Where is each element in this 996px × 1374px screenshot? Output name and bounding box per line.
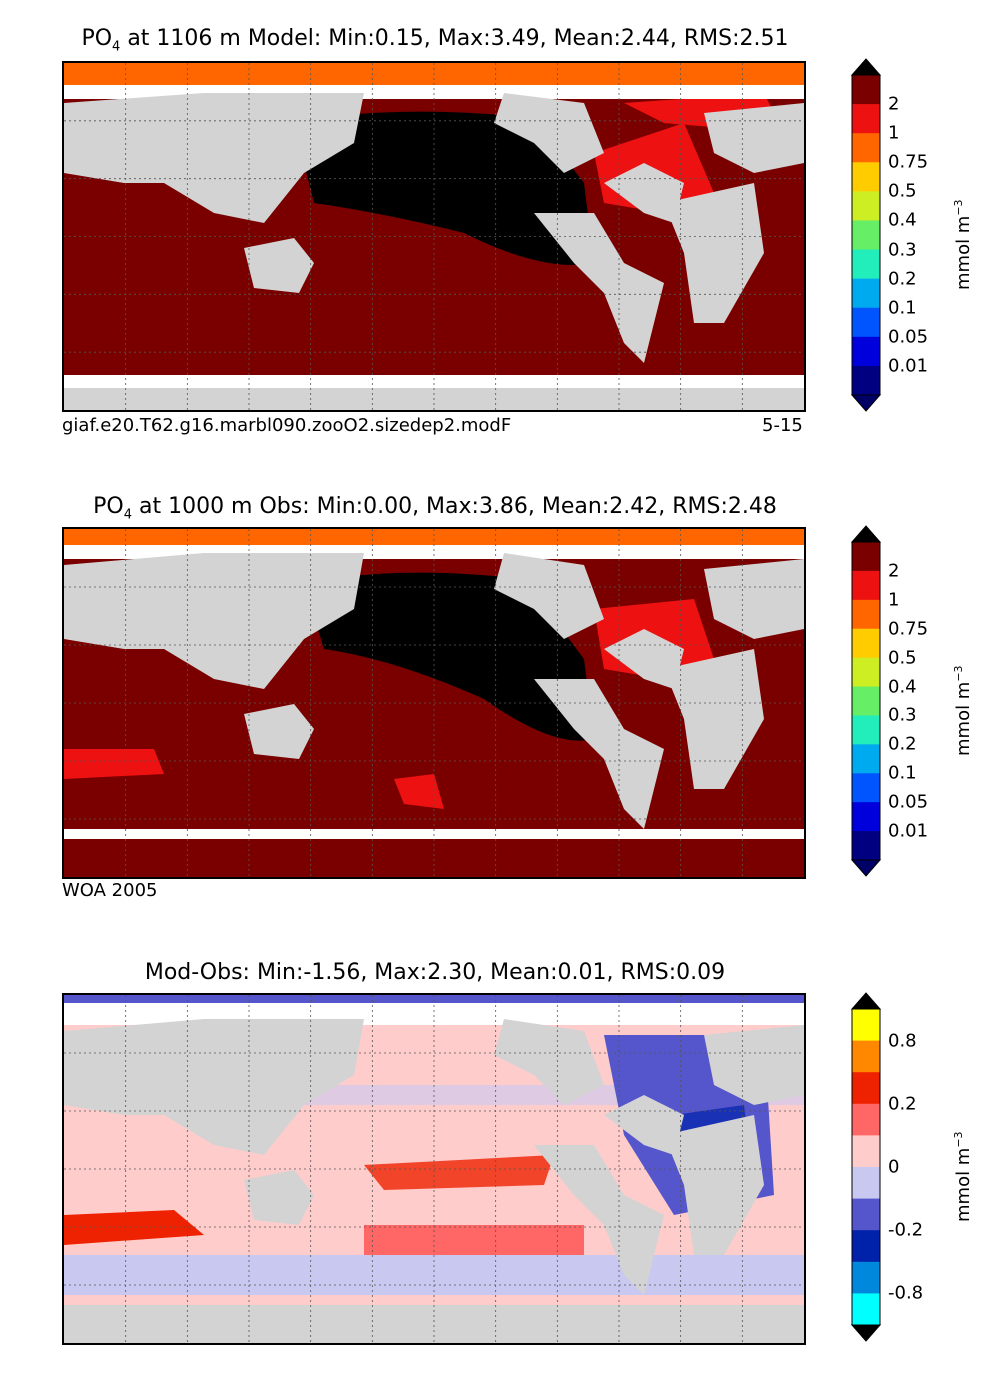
map-svg (64, 529, 804, 877)
colorbar-frame (851, 541, 881, 861)
chart-title: PO4 at 1000 m Obs: Min:0.00, Max:3.86, M… (93, 494, 777, 523)
colorbar-swatch (852, 249, 880, 280)
colorbar-svg (850, 58, 882, 412)
colorbar-swatch (852, 570, 880, 601)
colorbar-swatch (852, 1072, 880, 1105)
colorbar-svg (850, 525, 882, 877)
panel-obs: PO4 at 1000 m Obs: Min:0.00, Max:3.86, M… (62, 494, 974, 901)
colorbar-swatch (852, 278, 880, 309)
colorbar-swatch (852, 1198, 880, 1231)
colorbar-swatch (852, 365, 880, 396)
colorbar-swatch (852, 686, 880, 716)
map-svg (64, 63, 804, 410)
colorbar-tick-label: 0.8 (888, 1030, 917, 1052)
colorbar-frame (851, 1008, 881, 1326)
colorbar-frame (851, 74, 881, 396)
colorbar-swatch (852, 599, 880, 630)
colorbar-swatch (852, 1103, 880, 1136)
colorbar-swatch (852, 1230, 880, 1263)
colorbar (850, 992, 882, 1342)
colorbar-tick-label: 0 (888, 1156, 900, 1178)
colorbar-swatch (852, 162, 880, 192)
colorbar-tick-label: 0.2 (888, 268, 917, 290)
map-plot (62, 527, 806, 879)
colorbar-swatch (852, 1040, 880, 1073)
map-plot (62, 61, 806, 412)
colorbar-swatch (852, 1009, 880, 1042)
colorbar-tick-label: 0.75 (888, 151, 929, 173)
colorbar-swatch (852, 191, 880, 221)
colorbar-tick-label: 2 (888, 93, 900, 115)
colorbar-swatch (852, 307, 880, 338)
colorbar-swatch (852, 1135, 880, 1168)
colorbar-swatch (852, 744, 880, 774)
chart-title: PO4 at 1106 m Model: Min:0.15, Max:3.49,… (81, 26, 789, 55)
colorbar-tick-label: 0.2 (888, 1093, 917, 1115)
colorbar (850, 58, 882, 412)
colorbar-tick-label: 0.1 (888, 762, 917, 784)
colorbar-tick-label: 0.05 (888, 326, 929, 348)
chart-title: Mod-Obs: Min:-1.56, Max:2.30, Mean:0.01,… (144, 960, 726, 985)
colorbar-swatch (852, 220, 880, 251)
dataset-name: WOA 2005 (62, 880, 158, 901)
colorbar-swatch (852, 75, 880, 105)
colorbar-swatch (852, 1167, 880, 1200)
colorbar-over-arrow (850, 992, 882, 1010)
year-range: 5-15 (762, 415, 803, 436)
colorbar-tick-label: 0.5 (888, 647, 917, 669)
colorbar-swatch (852, 715, 880, 745)
colorbar-tick-label: 0.01 (888, 355, 929, 377)
colorbar-swatch (852, 104, 880, 134)
colorbar-tick-label: 0.3 (888, 239, 917, 261)
colorbar-tick-label: 0.2 (888, 733, 917, 755)
colorbar-swatch (852, 831, 880, 861)
colorbar-swatch (852, 1293, 880, 1326)
colorbar-tick-label: 0.4 (888, 209, 917, 231)
colorbar-tick-label: 0.1 (888, 297, 917, 319)
colorbar-tick-label: 0.5 (888, 180, 917, 202)
colorbar-tick-label: 0.05 (888, 791, 929, 813)
colorbar-under-arrow (850, 1324, 882, 1342)
colorbar-swatch (852, 628, 880, 659)
colorbar-tick-label: 0.01 (888, 820, 929, 842)
colorbar-tick-label: -0.8 (888, 1282, 924, 1304)
colorbar-swatch (852, 336, 880, 367)
colorbar-swatch (852, 542, 880, 572)
colorbar-swatch (852, 773, 880, 803)
colorbar-swatch (852, 657, 880, 688)
panel-model: PO4 at 1106 m Model: Min:0.15, Max:3.49,… (0, 0, 996, 450)
colorbar-tick-label: 0.3 (888, 704, 917, 726)
colorbar-tick-label: -0.2 (888, 1219, 924, 1241)
run-name: giaf.e20.T62.g16.marbl090.zooO2.sizedep2… (62, 415, 512, 436)
colorbar-swatch (852, 1261, 880, 1294)
colorbar-tick-label: 0.4 (888, 676, 917, 698)
map-plot (62, 993, 806, 1345)
colorbar-unit: mmol m−3 (952, 1131, 974, 1222)
colorbar-tick-label: 1 (888, 122, 900, 144)
colorbar-svg (850, 992, 882, 1342)
colorbar-tick-label: 1 (888, 589, 900, 611)
colorbar-swatch (852, 802, 880, 832)
colorbar-tick-label: 0.75 (888, 618, 929, 640)
colorbar (850, 525, 882, 877)
colorbar-swatch (852, 133, 880, 163)
map-svg (64, 995, 804, 1343)
colorbar-tick-label: 2 (888, 560, 900, 582)
